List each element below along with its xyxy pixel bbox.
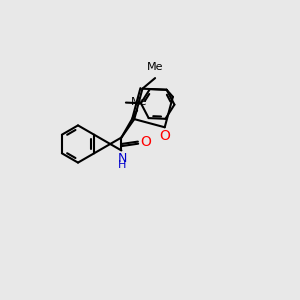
Text: H: H [118,160,127,170]
Text: O: O [140,135,151,148]
Text: N: N [118,152,127,165]
Text: Me: Me [147,62,163,72]
Text: O: O [159,129,170,143]
Text: Me: Me [130,97,147,107]
